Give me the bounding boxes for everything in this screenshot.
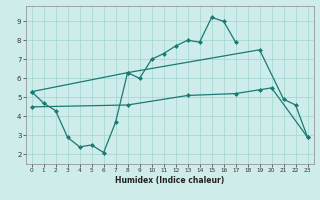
X-axis label: Humidex (Indice chaleur): Humidex (Indice chaleur)	[115, 176, 224, 185]
